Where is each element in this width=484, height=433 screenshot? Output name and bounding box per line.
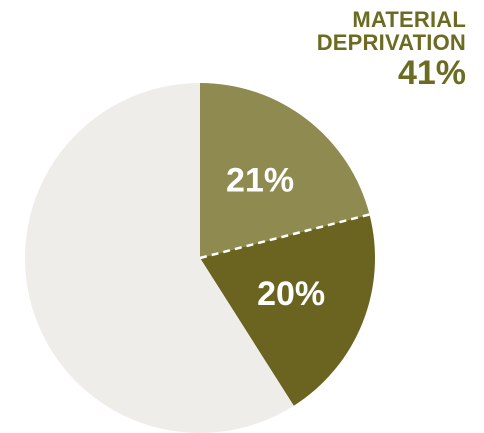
- slice-divider-dashed: [199, 213, 370, 260]
- pie-labels: 21% 20%: [226, 162, 325, 314]
- pie-slice-3: [24, 83, 294, 433]
- pie-slices: [24, 83, 375, 433]
- callout-value: 41%: [397, 54, 466, 93]
- material-deprivation-callout: MATERIAL DEPRIVATION 41%: [316, 8, 466, 92]
- pie-slice-label-2: 20%: [257, 275, 325, 313]
- pie-slice-label-1: 21%: [226, 162, 294, 200]
- callout-label: MATERIAL DEPRIVATION: [316, 7, 466, 56]
- pie-slice-2: [200, 214, 375, 406]
- pie-slice-1: [200, 83, 370, 258]
